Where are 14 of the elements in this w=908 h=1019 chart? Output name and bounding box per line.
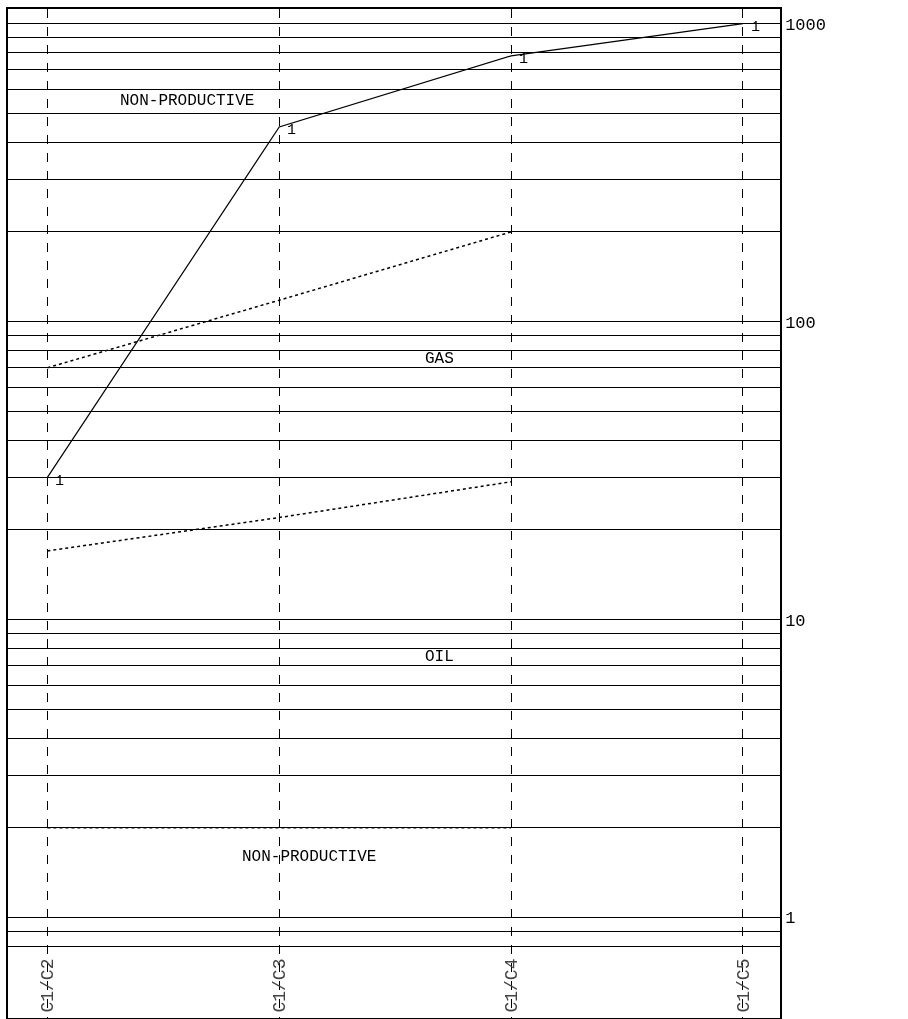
annotation: NON-PRODUCTIVE	[120, 92, 255, 110]
annotation: GAS	[425, 350, 454, 368]
annotation: 1	[519, 51, 529, 68]
y-tick-label: 1	[785, 909, 796, 929]
x-tick-label: C1/C4	[501, 958, 522, 1013]
y-tick-label: 1000	[785, 15, 826, 35]
y-tick-label: 100	[785, 313, 816, 333]
x-tick-label: C1/C2	[38, 958, 59, 1013]
y-tick-label: 10	[785, 611, 806, 631]
x-tick-label: C1/C3	[270, 958, 291, 1013]
annotation: OIL	[425, 648, 454, 666]
x-tick-label: C1/C5	[733, 958, 754, 1013]
annotation: NON-PRODUCTIVE	[242, 848, 377, 866]
annotation: 1	[287, 122, 297, 139]
